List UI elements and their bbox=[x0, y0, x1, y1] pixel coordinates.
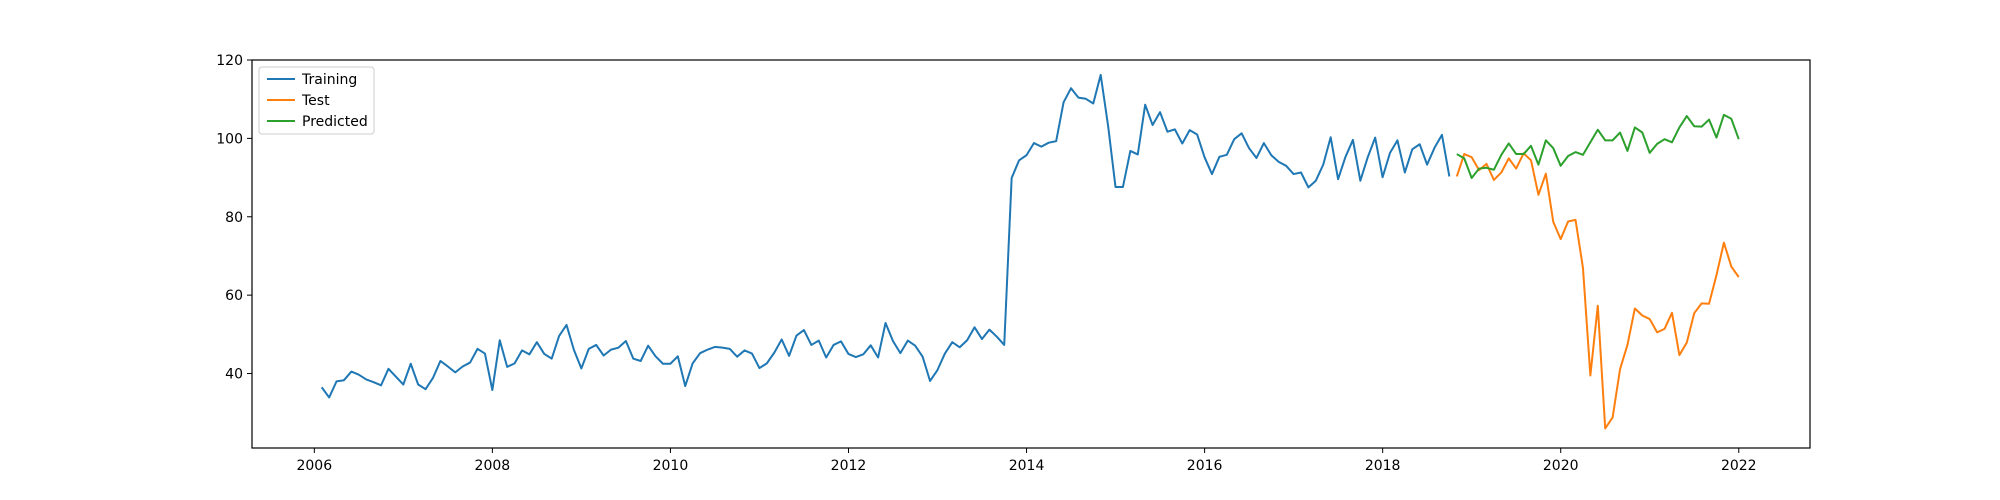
x-tick-label: 2022 bbox=[1721, 458, 1757, 474]
y-tick-label: 100 bbox=[216, 131, 243, 147]
legend-label-predicted: Predicted bbox=[302, 114, 368, 130]
plot-area bbox=[320, 73, 1740, 430]
x-tick-label: 2008 bbox=[475, 458, 511, 474]
legend-label-training: Training bbox=[301, 72, 357, 88]
x-axis: 2006 2008 2010 2012 2014 2016 2018 2020 2022 bbox=[296, 448, 1757, 474]
plot-frame bbox=[251, 59, 1811, 449]
predicted-series-line bbox=[1456, 113, 1740, 179]
y-tick-label: 120 bbox=[216, 53, 243, 69]
legend-label-test: Test bbox=[301, 93, 330, 109]
x-tick-label: 2014 bbox=[1009, 458, 1045, 474]
legend-box bbox=[258, 66, 375, 135]
x-tick-label: 2016 bbox=[1187, 458, 1223, 474]
x-tick-label: 2012 bbox=[831, 458, 867, 474]
x-tick-label: 2010 bbox=[653, 458, 689, 474]
x-tick-label: 2018 bbox=[1365, 458, 1401, 474]
legend: Training Test Predicted bbox=[258, 66, 375, 135]
x-tick-label: 2006 bbox=[296, 458, 332, 474]
x-tick-label: 2020 bbox=[1543, 458, 1579, 474]
y-tick-label: 60 bbox=[225, 288, 243, 304]
training-series-line bbox=[320, 73, 1451, 399]
y-tick-label: 40 bbox=[225, 367, 243, 383]
y-tick-label: 80 bbox=[225, 210, 243, 226]
y-axis: 40 60 80 100 120 bbox=[216, 53, 252, 383]
test-series-line bbox=[1455, 152, 1740, 430]
